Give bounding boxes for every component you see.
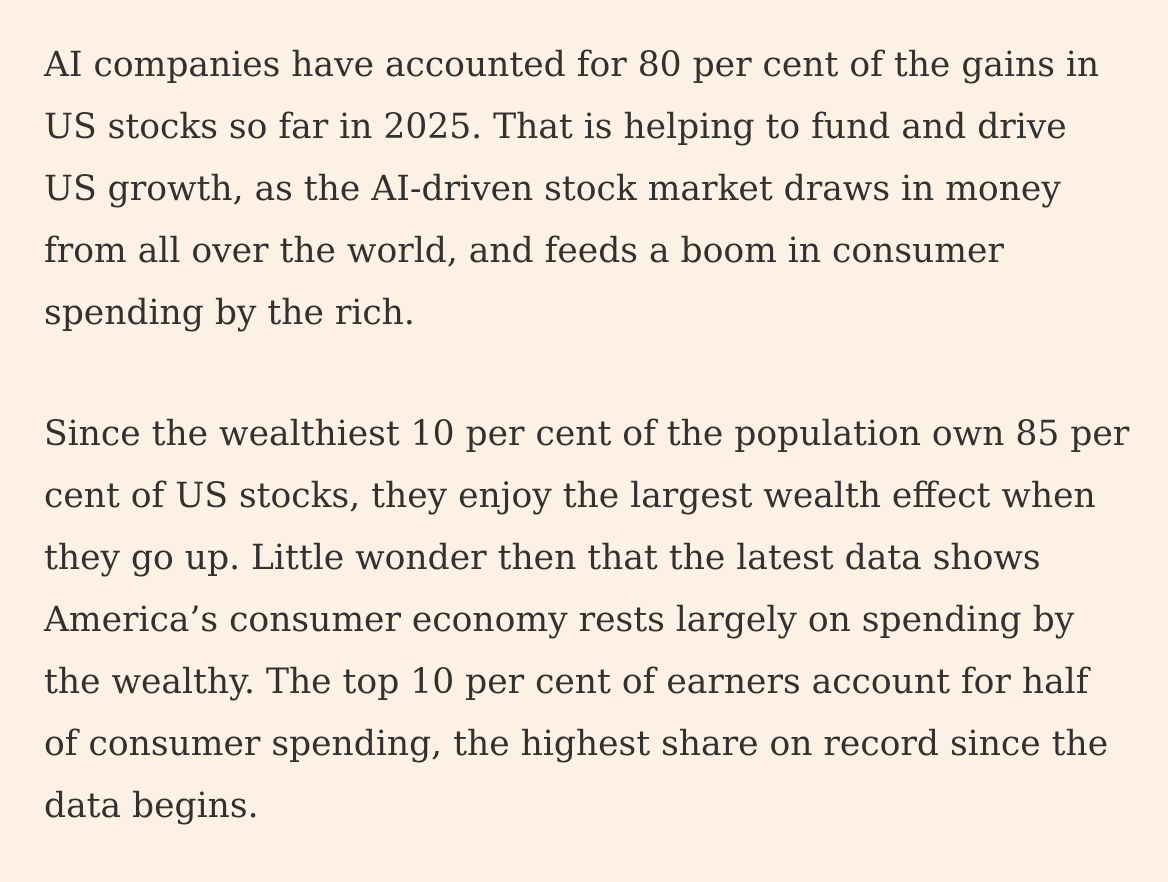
paragraph-line: US growth, as the AI-driven stock market… <box>44 169 1061 209</box>
paragraph-line: cent of US stocks, they enjoy the larges… <box>44 476 1096 516</box>
paragraph-line: they go up. Little wonder then that the … <box>44 538 1041 578</box>
paragraph-line: spending by the rich. <box>44 293 415 333</box>
paragraph-line: AI companies have accounted for 80 per c… <box>44 45 1100 85</box>
paragraph-2: Since the wealthiest 10 per cent of the … <box>44 403 1130 837</box>
paragraph-line: from all over the world, and feeds a boo… <box>44 231 1004 271</box>
paragraph-1: AI companies have accounted for 80 per c… <box>44 34 1128 344</box>
paragraph-line: the wealthy. The top 10 per cent of earn… <box>44 662 1089 702</box>
paragraph-line: US stocks so far in 2025. That is helpin… <box>44 107 1067 147</box>
paragraph-line: of consumer spending, the highest share … <box>44 724 1109 764</box>
paragraph-line: America’s consumer economy rests largely… <box>44 600 1075 640</box>
paragraph-line: Since the wealthiest 10 per cent of the … <box>44 414 1130 454</box>
paragraph-line: data begins. <box>44 786 259 826</box>
